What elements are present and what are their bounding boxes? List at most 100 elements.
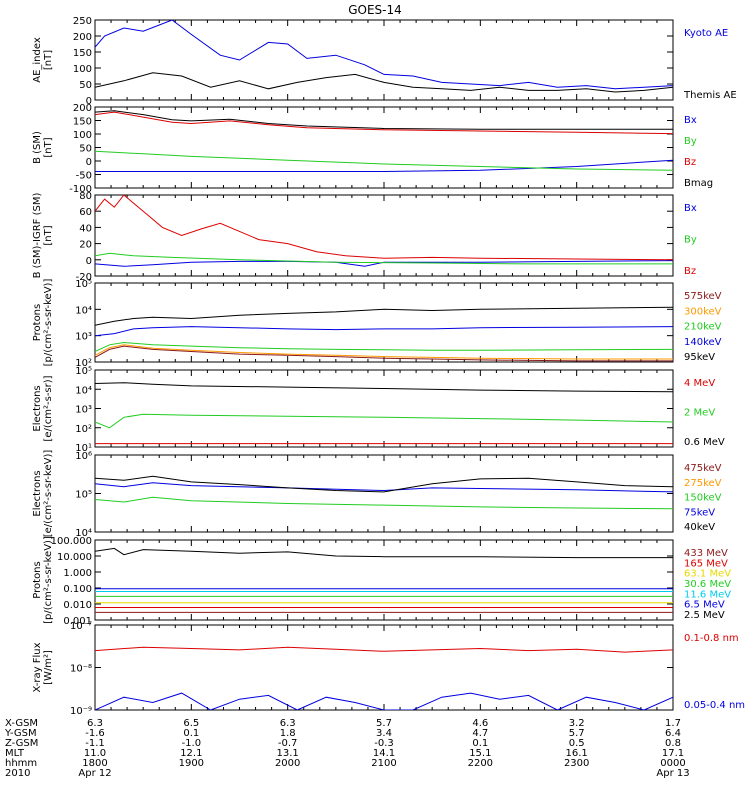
legend-entry: Kyoto AE bbox=[684, 28, 728, 39]
legend-entry: 275keV bbox=[684, 478, 722, 489]
series-line-bz bbox=[95, 195, 673, 261]
ephemeris-cell: 6.5 bbox=[183, 718, 199, 729]
series-line-bz bbox=[95, 111, 673, 135]
y-tick-label: 0 bbox=[86, 256, 92, 267]
ephemeris-cell: -1.6 bbox=[85, 728, 105, 739]
y-tick-label: 200 bbox=[73, 32, 92, 43]
y-axis-label: Electrons[e/(cm²-s-sr)] bbox=[32, 375, 54, 441]
series-line-300kev bbox=[95, 344, 673, 360]
y-tick-label: 150 bbox=[73, 117, 92, 128]
legend-entry: By bbox=[684, 136, 697, 147]
panel-4: 10² 10³ 10⁴ 10⁵ Protons[p/(cm²-s-sr-keV)] 575… bbox=[32, 279, 722, 369]
legend-entry: 433 MeV bbox=[684, 548, 728, 559]
y-axis-label: B (SM)-IGRF (SM)[nT] bbox=[32, 193, 54, 279]
panel-frame bbox=[94, 369, 674, 448]
ephemeris-cell: 0000 bbox=[660, 758, 685, 769]
legend-entry: Bx bbox=[684, 203, 697, 214]
legend-entry: 210keV bbox=[684, 322, 722, 333]
ephemeris-row-label: 2010 bbox=[5, 768, 30, 779]
y-tick-label: 10.000 bbox=[57, 552, 92, 563]
ephemeris-cell: 2000 bbox=[275, 758, 300, 769]
y-tick-label: 150 bbox=[73, 48, 92, 59]
y-tick-label: 10¹ bbox=[75, 443, 92, 454]
legend-entry: 95keV bbox=[684, 352, 715, 363]
series-line-140kev bbox=[95, 326, 673, 337]
y-tick-label: 1.000 bbox=[63, 568, 92, 579]
y-axis-label: B (SM)[nT] bbox=[32, 131, 54, 164]
legend-entry: 6.5 MeV bbox=[684, 600, 725, 611]
series-line-by bbox=[95, 252, 673, 265]
plot-title: GOES-14 bbox=[348, 3, 402, 17]
legend-entry: 0.05-0.4 nm bbox=[684, 700, 745, 711]
legend-entry: 63.1 MeV bbox=[684, 569, 731, 580]
panel-frame bbox=[94, 106, 674, 189]
legend-entry: 140keV bbox=[684, 337, 722, 348]
legend-entry: 75keV bbox=[684, 507, 715, 518]
panel-6: 10⁴ 10⁵ 10⁶ Electrons[e/(cm²-s-sr-keV)] 475k… bbox=[32, 450, 722, 539]
series-line-2-mev bbox=[95, 413, 673, 429]
legend-entry: Bmag bbox=[684, 178, 713, 189]
ephemeris-cell: 13.1 bbox=[277, 748, 299, 759]
y-tick-label: 10³ bbox=[75, 405, 92, 416]
ephemeris-table: X-GSMY-GSMZ-GSMMLThhmm20106.3-1.6-1.111.… bbox=[4, 718, 690, 779]
series-line-575kev bbox=[95, 345, 673, 362]
ephemeris-cell: -1.1 bbox=[85, 738, 105, 749]
y-tick-label: 10⁴ bbox=[75, 305, 92, 316]
ephemeris-row-label: Y-GSM bbox=[4, 728, 37, 739]
ephemeris-cell: -0.3 bbox=[374, 738, 394, 749]
ephemeris-cell: 0.5 bbox=[569, 738, 585, 749]
y-tick-label: 0.001 bbox=[63, 616, 92, 627]
series-line-kyoto-ae bbox=[95, 20, 673, 90]
y-tick-label: 10⁻⁸ bbox=[70, 664, 92, 675]
y-tick-label: 10⁵ bbox=[75, 366, 92, 377]
ephemeris-cell: 16.1 bbox=[566, 748, 588, 759]
legend-entry: 475keV bbox=[684, 463, 722, 474]
y-tick-label: 10³ bbox=[75, 332, 92, 343]
legend-entry: Bz bbox=[684, 157, 696, 168]
series-line-75kev bbox=[95, 482, 673, 493]
ephemeris-cell: 0.1 bbox=[472, 738, 488, 749]
ephemeris-cell: 5.7 bbox=[569, 728, 585, 739]
y-tick-label: 10⁴ bbox=[75, 385, 92, 396]
y-tick-label: 10⁶ bbox=[75, 451, 92, 462]
y-tick-label: 100 bbox=[73, 130, 92, 141]
legend-entry: 165 MeV bbox=[684, 558, 728, 569]
y-tick-label: 40 bbox=[79, 223, 92, 234]
ephemeris-cell: 6.4 bbox=[665, 728, 681, 739]
ephemeris-cell: 0.1 bbox=[183, 728, 199, 739]
ephemeris-cell: 17.1 bbox=[662, 748, 684, 759]
panel-5: 10¹ 10² 10³ 10⁴ 10⁵ Electrons[e/(cm²-s-sr)] 4 … bbox=[32, 366, 725, 454]
panel-2: -100 -50 0 50 100 150 200 B (SM)[nT] Bx By Bz Bmag bbox=[32, 103, 713, 195]
y-axis-label: X-ray Flux[W/m²] bbox=[32, 642, 54, 692]
legend-entry: 150keV bbox=[684, 493, 722, 504]
y-axis-label: AE_index[nT] bbox=[32, 37, 54, 83]
y-tick-label: 100.000 bbox=[51, 536, 92, 547]
series-line-150kev bbox=[95, 496, 673, 510]
legend-entry: Bz bbox=[684, 266, 696, 277]
legend-entry: 0.6 MeV bbox=[684, 437, 725, 448]
y-tick-label: 250 bbox=[73, 16, 92, 27]
series-line-95kev bbox=[95, 306, 673, 326]
ephemeris-row-label: X-GSM bbox=[5, 718, 38, 729]
ephemeris-row-label: hhmm bbox=[5, 758, 37, 769]
series-line-0-1-0-8-nm bbox=[95, 646, 673, 653]
legend-entry: 40keV bbox=[684, 522, 715, 533]
y-tick-label: 100 bbox=[73, 64, 92, 75]
ephemeris-cell: 1900 bbox=[179, 758, 204, 769]
ephemeris-cell: 15.1 bbox=[469, 748, 491, 759]
ephemeris-cell: -1.0 bbox=[182, 738, 202, 749]
panel-1: 0 50 100 150 200 250 AE_index[nT] Kyoto AE Themi… bbox=[32, 16, 737, 107]
legend-entry: 2 MeV bbox=[684, 408, 715, 419]
series-line-2-5-mev bbox=[95, 547, 673, 559]
panel-8: 10⁻⁹ 10⁻⁸ 10⁻⁷ X-ray Flux[W/m²] 0.1-0.8 nm 0.… bbox=[32, 621, 745, 717]
ephemeris-cell: 4.7 bbox=[472, 728, 488, 739]
ephemeris-cell: 12.1 bbox=[180, 748, 202, 759]
series-line-0-05-0-4-nm bbox=[95, 692, 673, 710]
series-line-40kev bbox=[95, 475, 673, 493]
series-line-by bbox=[95, 150, 673, 171]
y-tick-label: 10² bbox=[75, 424, 92, 435]
series-line-themis-ae bbox=[95, 72, 673, 93]
series-line-bx bbox=[95, 159, 673, 172]
legend-entry: 575keV bbox=[684, 291, 722, 302]
